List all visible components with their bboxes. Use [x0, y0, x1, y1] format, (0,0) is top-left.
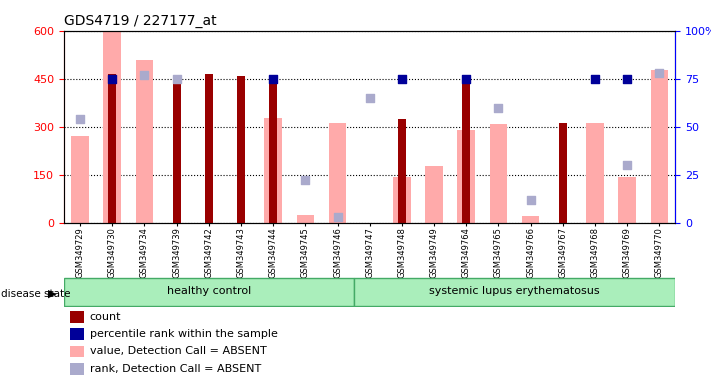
- Point: [621, 162, 633, 168]
- Point: [332, 214, 343, 220]
- Bar: [651, 70, 668, 223]
- Bar: [490, 124, 507, 223]
- Text: count: count: [90, 312, 121, 322]
- Bar: [296, 215, 314, 223]
- Point: [461, 76, 472, 82]
- Point: [589, 76, 601, 82]
- Bar: [462, 80, 470, 223]
- Bar: [70, 363, 84, 375]
- Bar: [173, 75, 181, 223]
- Bar: [70, 346, 84, 358]
- Bar: [425, 166, 443, 223]
- Text: percentile rank within the sample: percentile rank within the sample: [90, 329, 277, 339]
- Bar: [108, 74, 117, 223]
- Bar: [457, 130, 475, 223]
- Text: rank, Detection Call = ABSENT: rank, Detection Call = ABSENT: [90, 364, 261, 374]
- Point: [621, 76, 633, 82]
- Bar: [559, 123, 567, 223]
- FancyBboxPatch shape: [64, 278, 353, 306]
- Point: [396, 76, 407, 82]
- Point: [493, 104, 504, 111]
- Bar: [264, 118, 282, 223]
- Point: [299, 177, 311, 184]
- Text: systemic lupus erythematosus: systemic lupus erythematosus: [429, 286, 600, 296]
- Bar: [237, 76, 245, 223]
- Point: [139, 72, 150, 78]
- Point: [653, 70, 665, 76]
- Point: [267, 76, 279, 82]
- Bar: [70, 328, 84, 340]
- Text: ▶: ▶: [48, 289, 57, 299]
- FancyBboxPatch shape: [353, 278, 675, 306]
- Bar: [619, 177, 636, 223]
- Text: disease state: disease state: [1, 289, 70, 299]
- Point: [525, 197, 536, 203]
- Bar: [103, 32, 121, 223]
- Bar: [586, 123, 604, 223]
- Bar: [269, 79, 277, 223]
- Point: [364, 95, 375, 101]
- Bar: [393, 177, 411, 223]
- Text: value, Detection Call = ABSENT: value, Detection Call = ABSENT: [90, 346, 267, 356]
- Bar: [70, 311, 84, 323]
- Bar: [522, 216, 540, 223]
- Point: [171, 76, 182, 82]
- Bar: [136, 60, 154, 223]
- Point: [75, 116, 86, 122]
- Bar: [398, 119, 406, 223]
- Bar: [328, 123, 346, 223]
- Text: healthy control: healthy control: [166, 286, 251, 296]
- Point: [107, 76, 118, 82]
- Text: GDS4719 / 227177_at: GDS4719 / 227177_at: [64, 14, 217, 28]
- Bar: [205, 74, 213, 223]
- Bar: [71, 136, 89, 223]
